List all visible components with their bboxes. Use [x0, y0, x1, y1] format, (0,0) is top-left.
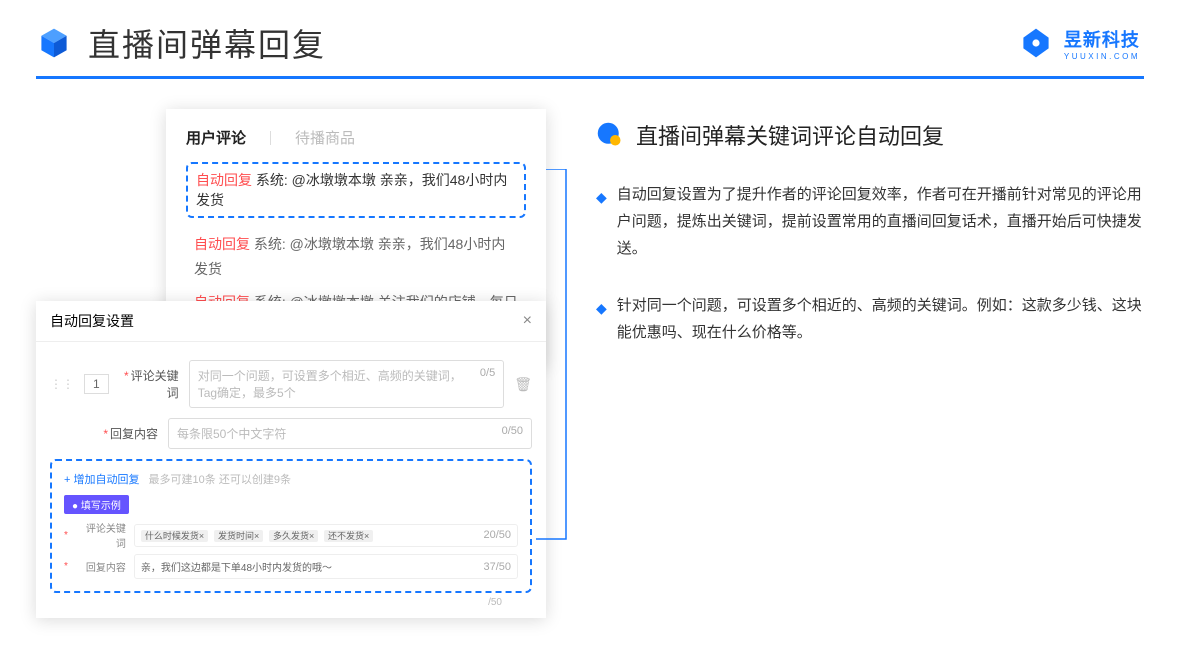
- add-auto-reply[interactable]: + 增加自动回复: [64, 474, 139, 486]
- reply-line: 自动回复 系统: @冰墩墩本墩 亲亲，我们48小时内发货: [186, 228, 526, 286]
- auto-reply-tag: 自动回复: [196, 172, 252, 188]
- chat-bubble-icon: [596, 121, 624, 149]
- auto-reply-tag: 自动回复: [194, 236, 250, 252]
- content-input[interactable]: 每条限50个中文字符 0/50: [168, 418, 532, 449]
- bullet-text: 针对同一个问题，可设置多个相近的、高频的关键词。例如：这款多少钱、这块能优惠吗、…: [617, 292, 1144, 346]
- divider: [36, 76, 1144, 79]
- brand-sub: YUUXIN.COM: [1064, 52, 1140, 61]
- brand-name: 昱新科技: [1064, 26, 1140, 52]
- bullet-item: ◆ 自动回复设置为了提升作者的评论回复效率，作者可在开播前针对常见的评论用户问题…: [596, 181, 1144, 262]
- tab-products[interactable]: 待播商品: [295, 127, 355, 148]
- right-column: 直播间弹幕关键词评论自动回复 ◆ 自动回复设置为了提升作者的评论回复效率，作者可…: [596, 109, 1144, 376]
- diamond-icon: ◆: [596, 296, 607, 346]
- outside-counter: /50: [50, 597, 532, 608]
- diamond-icon: ◆: [596, 185, 607, 262]
- bullet-item: ◆ 针对同一个问题，可设置多个相近的、高频的关键词。例如：这款多少钱、这块能优惠…: [596, 292, 1144, 346]
- page-title: 直播间弹幕回复: [88, 20, 326, 66]
- tag[interactable]: 什么时候发货×: [141, 530, 208, 542]
- content-label: *回复内容: [98, 425, 158, 442]
- section-title: 直播间弹幕关键词评论自动回复: [636, 119, 944, 151]
- settings-card: 自动回复设置 × ⋮⋮ 1 *评论关键词 对同一个问题，可设置多个相近、高频的关…: [36, 301, 546, 618]
- delete-icon[interactable]: 🗑: [514, 376, 532, 393]
- tag[interactable]: 还不发货×: [324, 530, 373, 542]
- ex-keyword-field[interactable]: 什么时候发货× 发货时间× 多久发货× 还不发货× 20/50: [134, 524, 518, 547]
- add-hint: 最多可建10条 还可以创建9条: [149, 474, 291, 486]
- settings-title: 自动回复设置: [50, 311, 134, 331]
- ex-keyword-label: 评论关键词: [78, 520, 126, 550]
- brand-logo: 昱新科技 YUUXIN.COM: [1018, 25, 1140, 61]
- drag-handle-icon[interactable]: ⋮⋮: [50, 377, 74, 391]
- close-icon[interactable]: ×: [523, 312, 532, 330]
- highlighted-reply: 自动回复 系统: @冰墩墩本墩 亲亲，我们48小时内发货: [186, 162, 526, 218]
- tag[interactable]: 发货时间×: [214, 530, 263, 542]
- item-number: 1: [84, 374, 109, 394]
- keyword-input[interactable]: 对同一个问题，可设置多个相近、高频的关键词，Tag确定，最多5个 0/5: [189, 360, 505, 408]
- bullet-text: 自动回复设置为了提升作者的评论回复效率，作者可在开播前针对常见的评论用户问题，提…: [617, 181, 1144, 262]
- left-column: 用户评论 待播商品 自动回复 系统: @冰墩墩本墩 亲亲，我们48小时内发货 自…: [36, 109, 556, 376]
- cube-icon: [36, 25, 72, 61]
- ex-content-field[interactable]: 亲，我们这边都是下单48小时内发货的哦～ 37/50: [134, 554, 518, 579]
- header: 直播间弹幕回复 昱新科技 YUUXIN.COM: [0, 0, 1180, 76]
- tab-separator: [270, 131, 271, 145]
- tag[interactable]: 多久发货×: [269, 530, 318, 542]
- example-badge: ● 填写示例: [64, 495, 129, 514]
- header-left: 直播间弹幕回复: [36, 20, 326, 66]
- ex-content-label: 回复内容: [78, 559, 126, 574]
- logo-icon: [1018, 25, 1054, 61]
- example-box: + 增加自动回复 最多可建10条 还可以创建9条 ● 填写示例 * 评论关键词 …: [50, 459, 532, 593]
- keyword-label: *评论关键词: [119, 367, 179, 401]
- tab-user-comments[interactable]: 用户评论: [186, 127, 246, 148]
